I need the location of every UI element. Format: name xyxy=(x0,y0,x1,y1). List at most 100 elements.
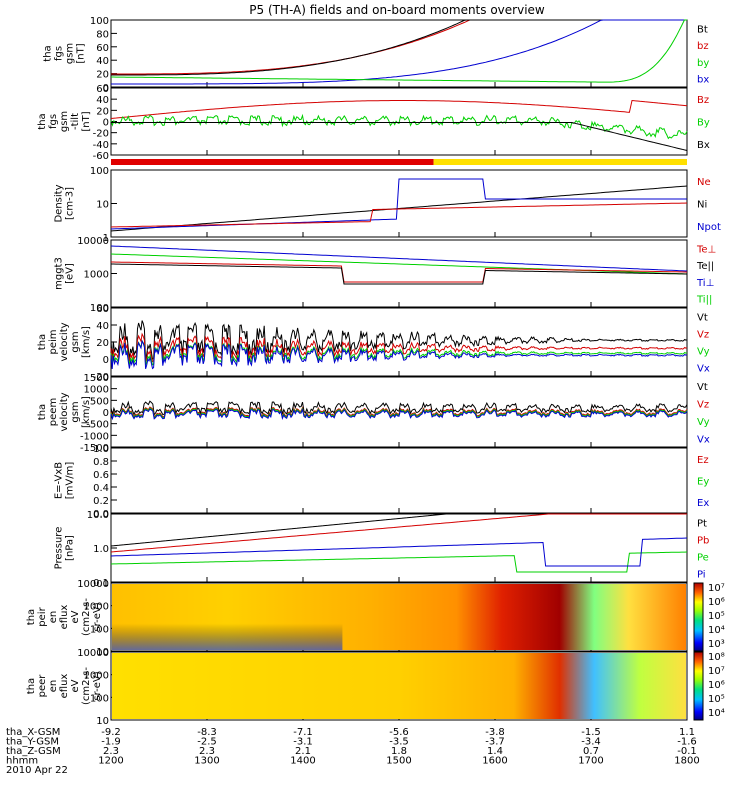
y-tick-label: -20 xyxy=(93,129,109,140)
orbit-value: -7.1 xyxy=(293,727,313,738)
y-tick-label: 20 xyxy=(96,338,109,349)
orbit-value: 1700 xyxy=(578,756,603,767)
y-tick-label: 40 xyxy=(96,56,109,67)
y-axis-label: tha xyxy=(26,609,37,625)
spectrogram-electron xyxy=(112,653,686,719)
y-tick-label: 0.6 xyxy=(93,470,109,481)
legend-Vy: Vy xyxy=(697,347,710,358)
y-axis-label: (cm2-s- xyxy=(81,667,92,705)
y-axis-label: tha xyxy=(43,45,54,61)
colorbar-label: 10⁷ xyxy=(708,583,725,594)
y-tick-label: 100 xyxy=(90,303,109,314)
orbit-value: 1300 xyxy=(194,756,219,767)
legend-By: By xyxy=(697,118,710,129)
y-tick-label: 1000 xyxy=(84,270,109,281)
legend-Ey: Ey xyxy=(697,477,709,488)
y-axis-label: eflux xyxy=(59,674,70,699)
colorbar-label: 10³ xyxy=(708,639,725,650)
panel-3: Density [cm-3] 100 10 1 Ne Ni Npot xyxy=(54,166,721,244)
y-axis-label: fgs xyxy=(54,46,65,61)
colorbar-label: 10⁶ xyxy=(708,597,725,608)
panel-frame xyxy=(110,19,688,88)
orbit-value: 1400 xyxy=(290,756,315,767)
colorbar-label: 10⁵ xyxy=(708,611,725,622)
trace-npot xyxy=(110,178,687,230)
legend-bz: bz xyxy=(697,41,709,52)
y-axis-label: E=-VxB xyxy=(54,462,65,499)
y-tick-label: 40 xyxy=(96,321,109,332)
colorbar-label: 10⁴ xyxy=(708,708,725,719)
y-axis-label: gsm xyxy=(65,43,76,64)
legend-Vz: Vz xyxy=(697,399,709,410)
y-tick-label: 0 xyxy=(103,355,109,366)
y-tick-label: 80 xyxy=(96,29,109,40)
legend-Pb: Pb xyxy=(697,536,709,547)
orbit-value: -3.4 xyxy=(581,737,601,748)
colorbar-label: 10⁶ xyxy=(708,680,725,691)
y-tick-label: 100 xyxy=(90,693,109,704)
y-tick-label: 1 xyxy=(103,233,109,244)
y-tick-label: 1000 xyxy=(84,385,109,396)
y-axis-label: Density xyxy=(54,184,65,222)
y-tick-label: 60 xyxy=(96,304,109,315)
legend-Vt: Vt xyxy=(697,313,708,324)
panel-1: tha fgs gsm [nT] 100 80 60 40 20 0 Bt bz by bx xyxy=(43,16,710,94)
orbit-value: -3.5 xyxy=(389,737,409,748)
y-axis-label: tha xyxy=(26,678,37,694)
y-axis-label: [nT] xyxy=(76,43,87,63)
orbit-value: -8.3 xyxy=(197,727,217,738)
legend-Ni: Ni xyxy=(697,200,707,211)
orbit-row-label: hhmm xyxy=(6,756,38,767)
orbit-value: -2.5 xyxy=(197,737,217,748)
trace-pe xyxy=(110,551,688,573)
orbit-value: -3.1 xyxy=(293,737,313,748)
panel-6: tha peem velocity gsm [km/s] 150010005000-500… xyxy=(37,373,710,454)
status-bar-yellow xyxy=(433,159,687,165)
trace-tiperp xyxy=(110,245,688,272)
legend-Vz: Vz xyxy=(697,330,709,341)
y-axis-label: mggt3 xyxy=(54,257,65,290)
trace-bx xyxy=(111,19,687,83)
y-axis-label: [nPa] xyxy=(65,535,76,561)
y-axis-label: [km/s] xyxy=(81,396,92,428)
trace-by2 xyxy=(110,113,688,140)
y-tick-label: 20 xyxy=(96,106,109,117)
y-axis-label: [nT] xyxy=(81,111,92,131)
legend-Vx: Vx xyxy=(697,434,710,445)
y-axis-label: eflux xyxy=(59,605,70,630)
orbit-value: 2.3 xyxy=(199,746,215,757)
orbit-value: 2.1 xyxy=(295,746,311,757)
legend-Ex: Ex xyxy=(697,498,709,509)
legend-Ez: Ez xyxy=(697,455,709,466)
y-tick-label: 0 xyxy=(103,83,109,94)
y-axis-label: peim xyxy=(48,329,59,354)
y-axis-label: -tilt xyxy=(70,113,81,130)
y-tick-label: 1.0 xyxy=(93,544,109,555)
colorbar-label: 10⁵ xyxy=(708,694,725,705)
y-tick-label: 0.4 xyxy=(93,483,109,494)
orbit-value: -1.5 xyxy=(581,727,601,738)
trace-by xyxy=(111,19,687,85)
y-tick-label: -1500 xyxy=(80,443,109,454)
y-tick-label: 10 xyxy=(96,200,109,211)
orbit-value: 1.4 xyxy=(487,746,503,757)
panel-7: E=-VxB [mV/m] 1.0 0.8 0.6 0.4 0.2 0.0 Ez Ey Ex xyxy=(54,444,710,520)
orbit-value: 1800 xyxy=(674,756,699,767)
y-tick-label: 0.1 xyxy=(93,578,109,589)
trace-tepar xyxy=(111,263,687,285)
y-tick-label: 10.0 xyxy=(87,510,109,521)
colorbar xyxy=(693,582,704,652)
legend-Bx: Bx xyxy=(697,140,710,151)
orbit-value: -3.7 xyxy=(485,737,505,748)
trace-pb xyxy=(110,513,687,553)
y-axis-label: velocity xyxy=(59,322,70,361)
y-axis-label: [mV/m] xyxy=(65,462,76,500)
orbit-value: 1200 xyxy=(98,756,123,767)
orbit-value: 1.1 xyxy=(679,727,695,738)
y-tick-label: 10000 xyxy=(77,236,109,247)
legend-Pi: Pi xyxy=(697,570,706,581)
orbit-value: 0.7 xyxy=(583,746,599,757)
orbit-value: -3.8 xyxy=(485,727,505,738)
y-axis-label: sr-eV) xyxy=(92,671,103,700)
